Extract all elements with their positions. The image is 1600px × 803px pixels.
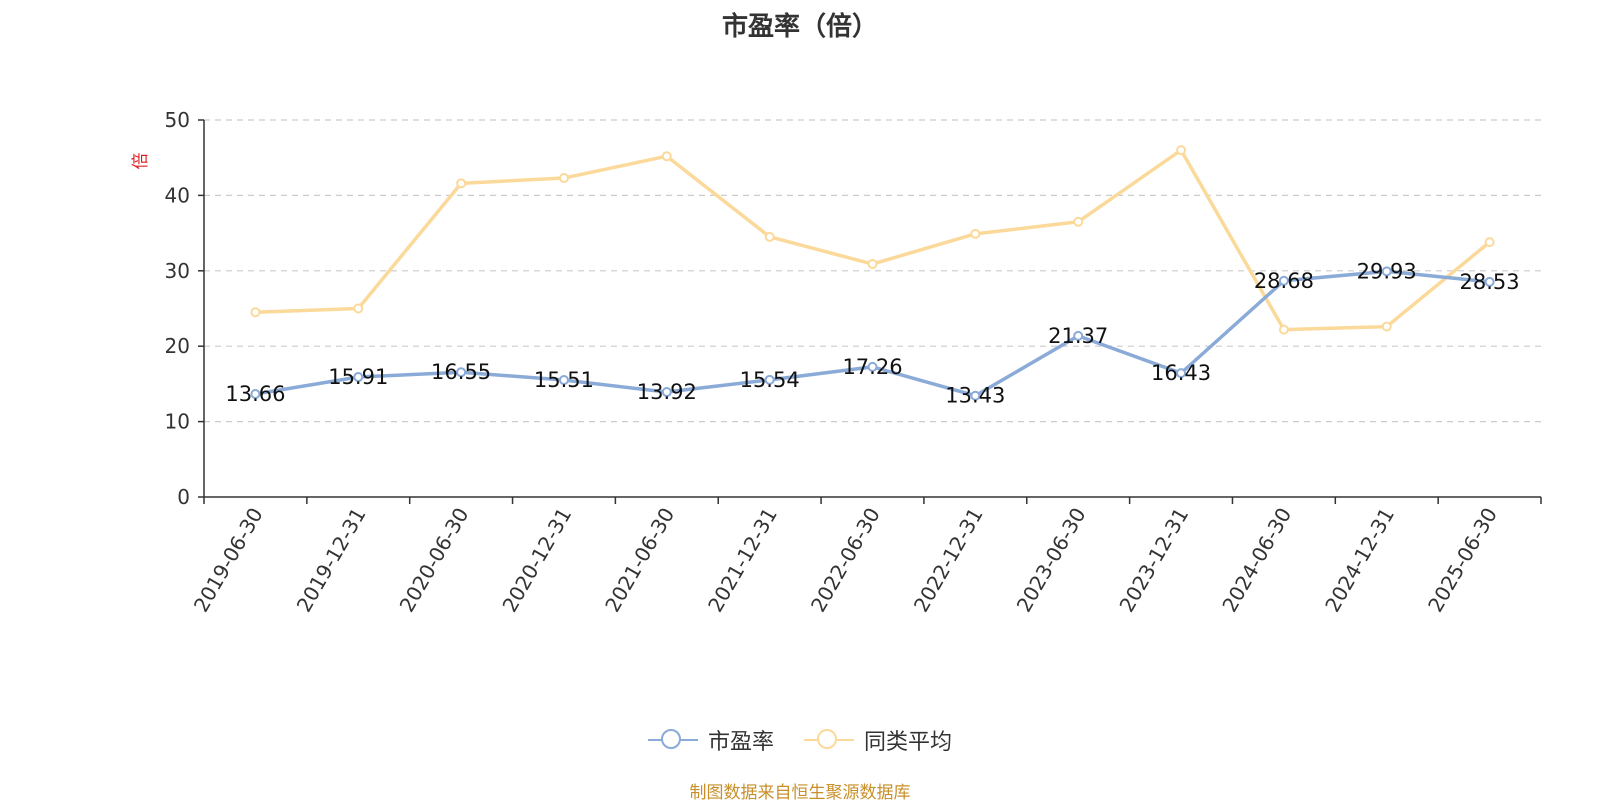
x-tick-label: 2019-12-31	[292, 504, 371, 617]
y-tick-label: 10	[165, 410, 190, 434]
y-axis-label: 倍	[131, 153, 151, 170]
x-tick-label: 2022-06-30	[806, 504, 885, 617]
x-tick-label: 2020-06-30	[395, 503, 474, 616]
data-point	[1073, 216, 1084, 227]
data-label: 15.91	[328, 365, 388, 389]
x-tick-label: 2020-12-31	[497, 504, 576, 617]
data-point	[353, 372, 364, 383]
legend-item[interactable]: 市盈率	[647, 724, 774, 756]
data-point	[764, 231, 775, 242]
data-label: 13.43	[945, 384, 1005, 408]
data-label: 21.37	[1048, 324, 1108, 348]
data-point	[353, 303, 364, 314]
legend: 市盈率 同类平均	[0, 724, 1600, 756]
data-point	[661, 387, 672, 398]
data-label: 28.68	[1254, 269, 1314, 293]
x-tick-label: 2022-12-31	[909, 504, 988, 617]
x-tick-label: 2019-06-30	[189, 504, 268, 617]
data-point	[867, 361, 878, 372]
data-point	[661, 151, 672, 162]
data-point	[1484, 237, 1495, 248]
data-label: 16.43	[1151, 361, 1211, 385]
data-label: 15.51	[534, 368, 594, 392]
x-tick-label: 2023-12-31	[1114, 504, 1193, 617]
series	[250, 145, 1495, 401]
data-point	[1176, 145, 1187, 156]
data-point	[1278, 324, 1289, 335]
data-point	[250, 307, 261, 318]
data-point	[250, 389, 261, 400]
data-point	[1073, 330, 1084, 341]
legend-marker-icon	[804, 728, 854, 752]
data-label: 16.55	[431, 360, 491, 384]
data-point	[456, 367, 467, 378]
source-note: 制图数据来自恒生聚源数据库	[689, 783, 911, 803]
x-tick-label: 2025-06-30	[1423, 504, 1502, 617]
data-point	[558, 375, 569, 386]
x-tick-label: 2023-06-30	[1012, 504, 1091, 617]
legend-label: 市盈率	[707, 730, 774, 755]
series-line	[255, 148, 1491, 332]
data-label: 17.26	[842, 355, 902, 379]
data-point	[970, 390, 981, 401]
data-point	[1278, 275, 1289, 286]
data-point	[970, 228, 981, 239]
data-label: 29.93	[1357, 259, 1417, 283]
x-tick-label: 2024-06-30	[1217, 504, 1296, 617]
grid-lines	[204, 119, 1541, 423]
data-point	[1176, 368, 1187, 379]
legend-label: 同类平均	[864, 730, 953, 755]
data-labels: 13.66 15.91 16.55 15.51 13.92 15.54 17.26 13.43…	[225, 259, 1519, 407]
data-point	[1381, 321, 1392, 332]
x-tick-label: 2024-12-31	[1320, 504, 1399, 617]
y-tick-label: 50	[165, 108, 190, 132]
x-tick-label: 2021-12-31	[703, 504, 782, 617]
data-label: 15.54	[740, 368, 800, 392]
data-point	[558, 173, 569, 184]
data-point	[1381, 266, 1392, 277]
data-point	[1484, 276, 1495, 287]
data-label: 13.66	[225, 382, 285, 406]
axes: 0 10 20 30 40 50 倍 2019-06-30 2019-12-31 2020-06-…	[131, 108, 1542, 617]
y-tick-label: 40	[165, 183, 190, 207]
legend-item[interactable]: 同类平均	[804, 724, 952, 756]
y-tick-label: 20	[165, 334, 190, 358]
y-tick-label: 0	[177, 485, 190, 509]
data-point	[867, 259, 878, 270]
data-label: 13.92	[637, 380, 697, 404]
data-point	[764, 374, 775, 385]
x-tick-label: 2021-06-30	[600, 504, 679, 617]
legend-marker-icon	[647, 728, 698, 752]
data-point	[456, 178, 467, 189]
chart-title: 市盈率（倍）	[721, 12, 878, 42]
data-label: 28.53	[1460, 270, 1520, 294]
y-tick-label: 30	[165, 259, 190, 283]
